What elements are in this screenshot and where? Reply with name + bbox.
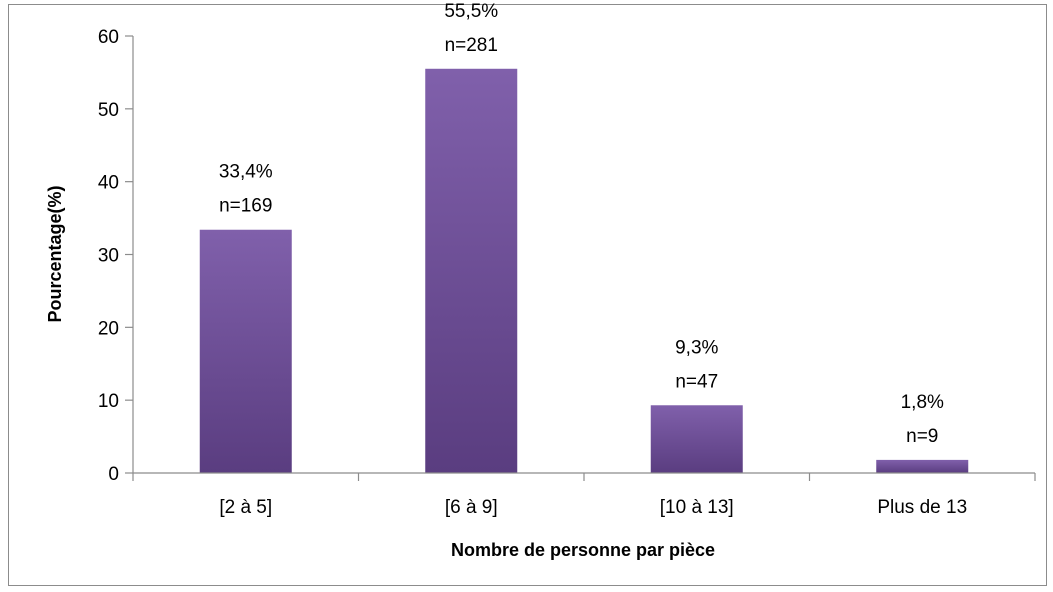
- y-axis-title: Pourcentage(%): [45, 185, 65, 322]
- data-label-percent-4: 1,8%: [901, 392, 944, 413]
- data-label-percent-3: 9,3%: [675, 337, 718, 358]
- data-label-count-3: n=47: [675, 371, 718, 392]
- y-tick-label-10: 10: [98, 391, 119, 412]
- x-axis-title: Nombre de personne par pièce: [451, 540, 715, 560]
- bar-4: [876, 459, 969, 473]
- data-label-percent-1: 33,4%: [219, 162, 273, 183]
- y-tick-label-20: 20: [98, 318, 119, 339]
- bars-layer: [199, 68, 969, 474]
- y-tick-label-50: 50: [98, 100, 119, 121]
- x-tick-label-2: [6 à 9]: [445, 497, 498, 518]
- y-tick-label-30: 30: [98, 246, 119, 267]
- x-tick-label-3: [10 à 13]: [660, 497, 734, 518]
- x-tick-label-1: [2 à 5]: [219, 497, 272, 518]
- bar-2: [425, 68, 518, 474]
- bar-1: [199, 229, 292, 473]
- data-label-count-2: n=281: [445, 35, 498, 56]
- data-label-count-1: n=169: [219, 196, 272, 217]
- x-tick-label-4: Plus de 13: [877, 497, 967, 518]
- y-tick-label-60: 60: [98, 27, 119, 48]
- data-label-percent-2: 55,5%: [444, 1, 498, 22]
- y-tick-label-0: 0: [108, 464, 119, 485]
- labels-layer: 33,4% n=169 [2 à 5] 55,5% n=281 [6 à 9] 9,3% n=…: [98, 1, 967, 518]
- bar-3: [650, 405, 743, 473]
- data-label-count-4: n=9: [906, 426, 938, 447]
- y-tick-label-40: 40: [98, 173, 119, 194]
- chart-frame: [8, 4, 1047, 586]
- axes-layer: [125, 35, 1036, 481]
